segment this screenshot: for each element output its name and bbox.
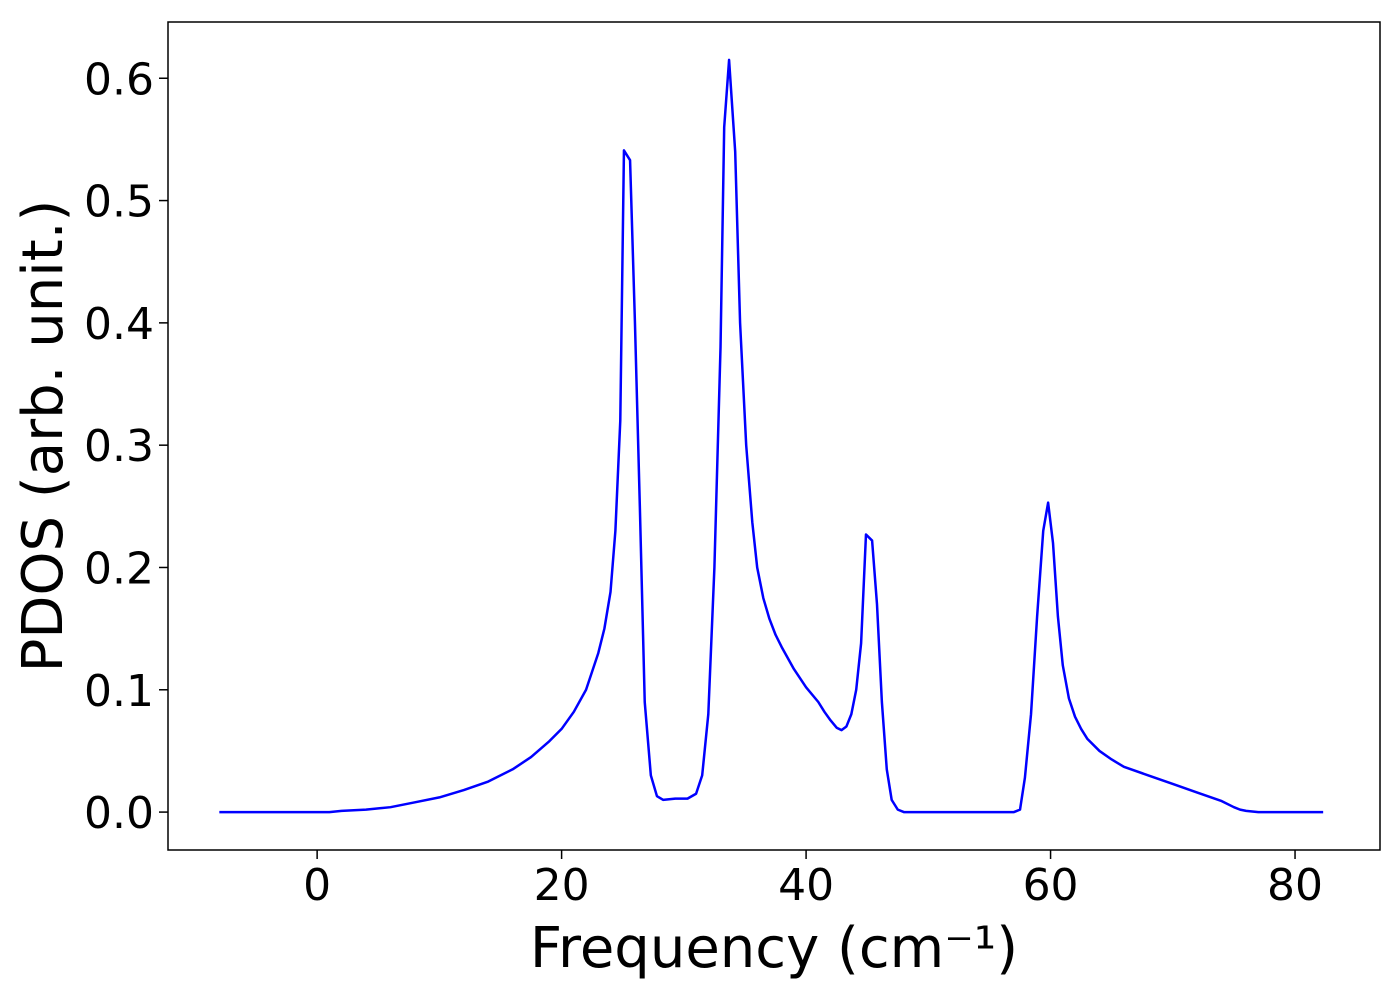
x-tick-label: 20 (534, 860, 590, 911)
y-tick-label: 0.0 (84, 788, 154, 839)
x-tick-label: 0 (303, 860, 331, 911)
y-tick-label: 0.3 (84, 421, 154, 472)
plot-frame (167, 21, 1381, 851)
x-tick-label: 80 (1267, 860, 1323, 911)
y-tick-label: 0.4 (84, 299, 154, 350)
x-tick-label: 60 (1023, 860, 1079, 911)
line-series (219, 58, 1324, 814)
y-axis-label: PDOS (arb. unit.) (11, 200, 76, 673)
y-tick-label: 0.1 (84, 666, 154, 717)
y-tick-label: 0.6 (84, 54, 154, 105)
x-tick-label: 40 (778, 860, 834, 911)
y-tick-label: 0.2 (84, 543, 154, 594)
y-tick-label: 0.5 (84, 177, 154, 228)
x-axis-label: Frequency (cm⁻¹) (530, 916, 1018, 981)
